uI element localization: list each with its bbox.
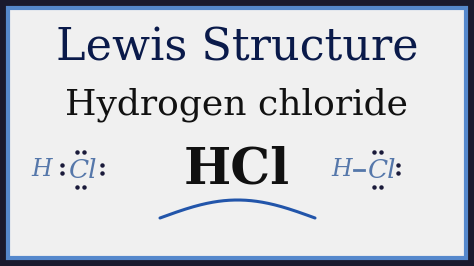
Text: Cl: Cl <box>368 157 396 182</box>
FancyBboxPatch shape <box>8 8 466 258</box>
Text: H: H <box>32 159 52 181</box>
Text: Hydrogen chloride: Hydrogen chloride <box>65 88 409 122</box>
Text: Cl: Cl <box>69 157 97 182</box>
Text: H: H <box>332 159 352 181</box>
Text: HCl: HCl <box>184 146 290 194</box>
Text: Lewis Structure: Lewis Structure <box>55 26 419 70</box>
